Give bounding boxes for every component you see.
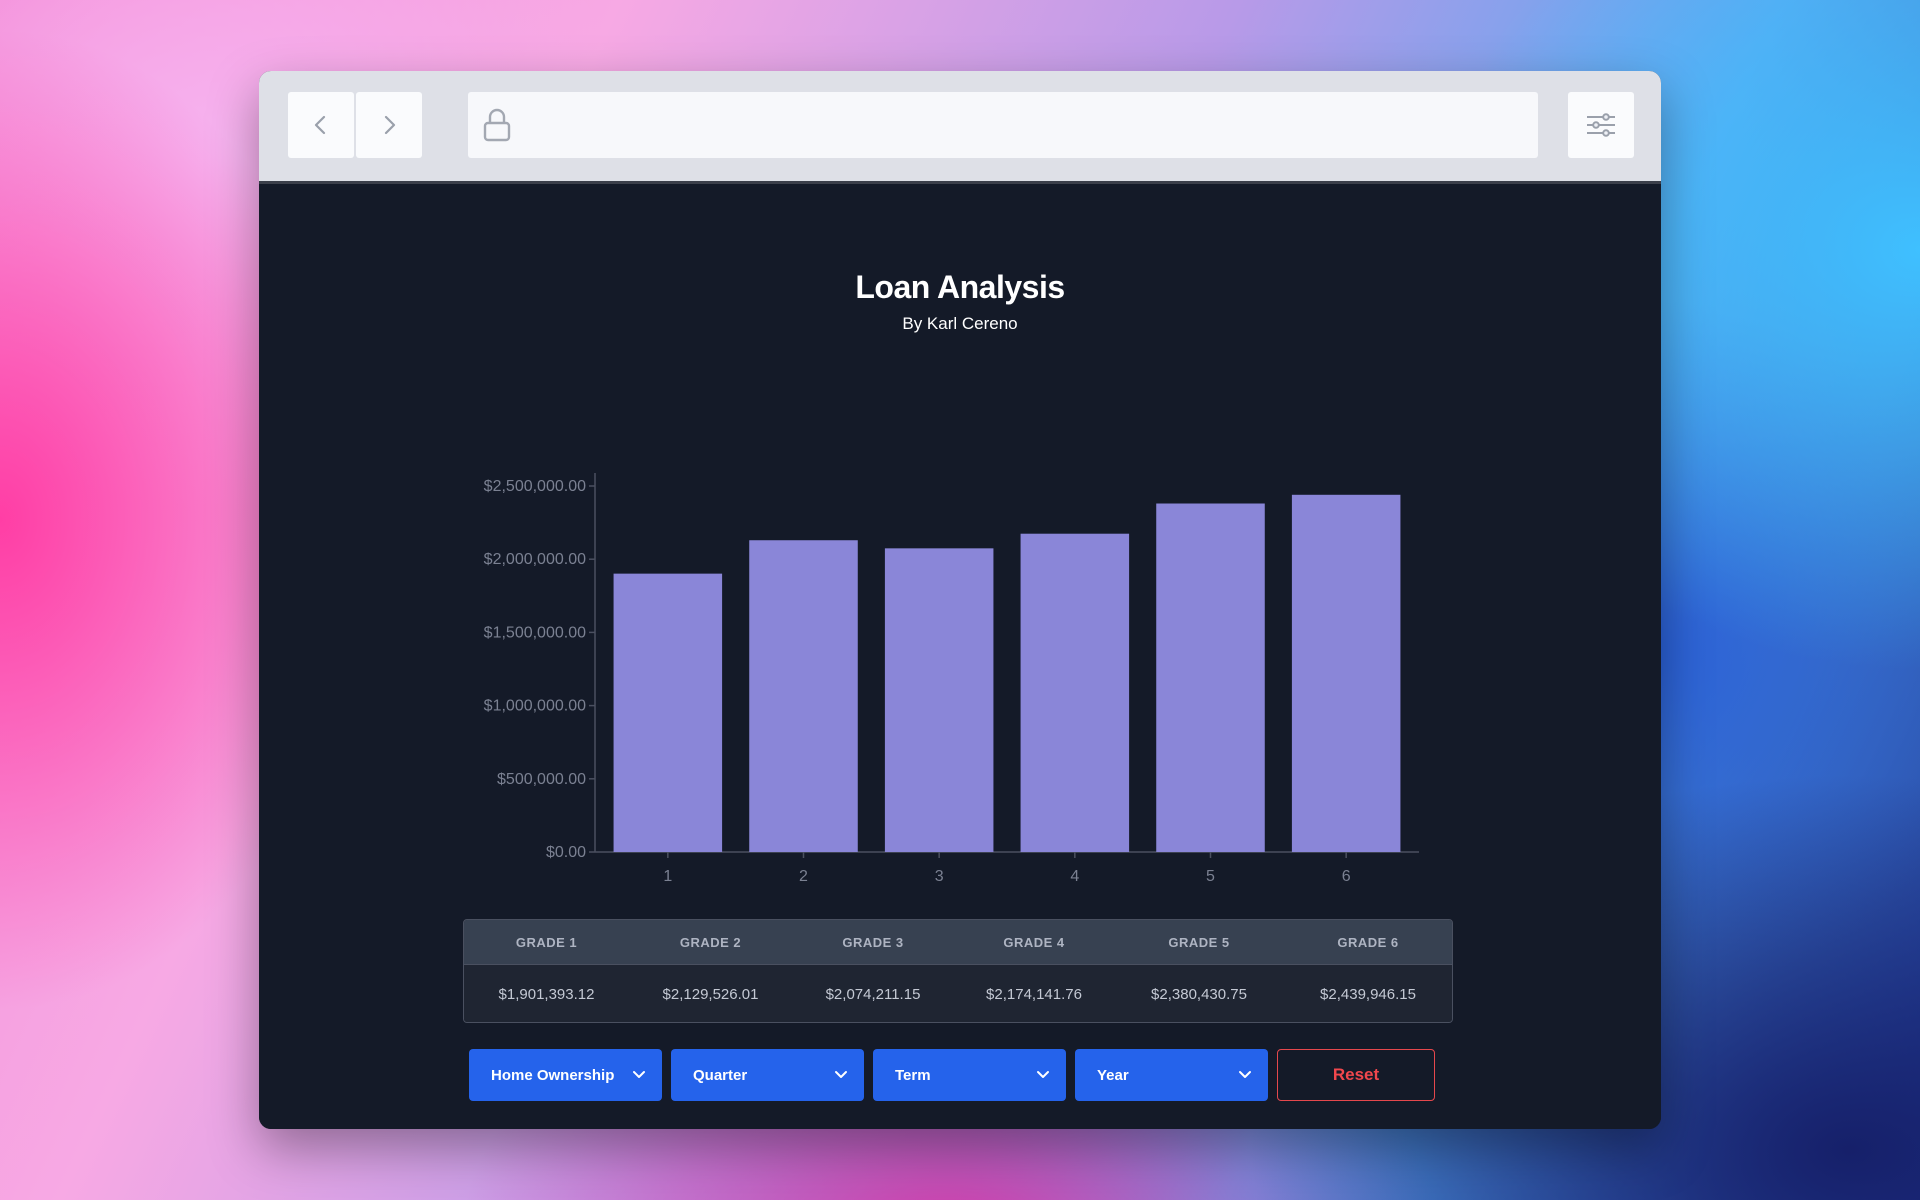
dropdown-label: Home Ownership — [491, 1066, 615, 1084]
grade-table: GRADE 1 GRADE 2 GRADE 3 GRADE 4 GRADE 5 GRADE… — [463, 919, 1453, 1023]
bar-2 — [749, 540, 858, 852]
page-subtitle: By Karl Cereno — [902, 314, 1018, 333]
table-header-cell: GRADE 5 — [1168, 934, 1230, 950]
table-header-cell: GRADE 2 — [679, 934, 742, 950]
table-cell: $2,439,946.15 — [1320, 985, 1416, 1003]
y-tick-label: $0.00 — [546, 844, 586, 861]
chevron-down-icon — [835, 1071, 847, 1078]
chevron-down-icon — [1037, 1071, 1049, 1078]
table-cell: $1,901,393.12 — [498, 985, 595, 1003]
x-tick-label: 4 — [1070, 868, 1079, 885]
settings-button[interactable] — [1568, 92, 1634, 158]
browser-window: Loan Analysis By Karl Cereno $0.00 $500,0… — [259, 71, 1661, 1129]
y-tick-label: $500,000.00 — [497, 771, 586, 788]
x-tick-label: 2 — [799, 868, 808, 885]
x-tick-label: 6 — [1342, 868, 1351, 885]
year-dropdown[interactable]: Year — [1075, 1049, 1268, 1101]
home-ownership-dropdown[interactable]: Home Ownership — [469, 1049, 662, 1101]
x-tick-label: 3 — [935, 868, 944, 885]
x-tick-label: 5 — [1206, 868, 1215, 885]
table-cell: $2,380,430.75 — [1151, 985, 1247, 1003]
table-header-cell: GRADE 3 — [842, 934, 904, 950]
forward-button[interactable] — [356, 92, 422, 158]
y-tick-label: $2,500,000.00 — [484, 478, 586, 495]
x-tick-label: 1 — [663, 868, 672, 885]
dropdown-label: Year — [1097, 1066, 1129, 1084]
browser-toolbar — [259, 71, 1661, 184]
page-title: Loan Analysis — [855, 269, 1065, 305]
table-cell: $2,129,526.01 — [662, 985, 759, 1003]
back-button[interactable] — [288, 92, 354, 158]
table-header-cell: GRADE 1 — [515, 934, 578, 950]
address-bar[interactable] — [468, 92, 1538, 158]
chevron-right-icon — [384, 115, 396, 135]
bar-1 — [613, 573, 723, 852]
chevron-down-icon — [1239, 1071, 1251, 1078]
y-tick-label: $1,000,000.00 — [484, 698, 586, 715]
dropdown-label: Term — [895, 1066, 931, 1084]
table-cell: $2,174,141.76 — [986, 985, 1082, 1003]
bar-4 — [1020, 533, 1130, 852]
lock-icon — [480, 107, 514, 143]
chevron-down-icon — [633, 1071, 645, 1078]
bar-6 — [1291, 494, 1401, 852]
sliders-icon — [1587, 113, 1615, 137]
dropdown-label: Quarter — [693, 1066, 748, 1084]
filter-controls: Home Ownership Quarter Term Year Reset — [469, 1049, 1435, 1101]
table-header-cell: GRADE 4 — [1003, 934, 1065, 950]
page-content: Loan Analysis By Karl Cereno $0.00 $500,0… — [259, 184, 1661, 1129]
chevron-left-icon — [314, 115, 326, 135]
table-header-row: GRADE 1 GRADE 2 GRADE 3 GRADE 4 GRADE 5 GRADE… — [464, 920, 1452, 964]
table-header-cell: GRADE 6 — [1337, 934, 1399, 950]
reset-button[interactable]: Reset — [1277, 1049, 1435, 1101]
bar-chart: $0.00 $500,000.00 $1,000,000.00 $1,500,000.… — [484, 473, 1419, 885]
table-cell: $2,074,211.15 — [825, 985, 921, 1003]
term-dropdown[interactable]: Term — [873, 1049, 1066, 1101]
bar-3 — [884, 548, 994, 852]
table-row: $1,901,393.12 $2,129,526.01 $2,074,211.15 $… — [464, 964, 1452, 1022]
quarter-dropdown[interactable]: Quarter — [671, 1049, 864, 1101]
y-tick-label: $1,500,000.00 — [484, 624, 586, 641]
bar-5 — [1156, 503, 1265, 852]
y-tick-label: $2,000,000.00 — [484, 551, 586, 568]
